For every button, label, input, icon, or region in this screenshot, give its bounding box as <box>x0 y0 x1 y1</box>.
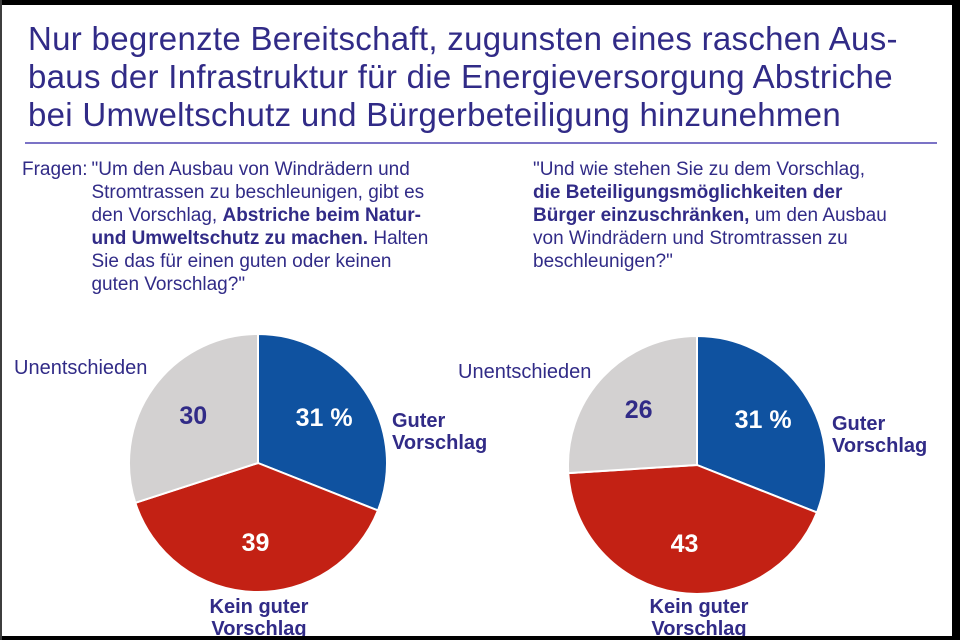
pie-value-label: 39 <box>242 529 270 557</box>
question-segment: "Um den Ausbau von Windrädern und Stromt… <box>91 159 425 226</box>
pie-slice <box>567 464 818 595</box>
page-title: Nur begrenzte Bereitschaft, zugunsten ei… <box>28 20 898 133</box>
pie-value-label: 43 <box>671 530 699 558</box>
question-segment-bold: die Beteiligungsmöglichkeiten der Bürger… <box>533 182 843 226</box>
pie-slice <box>696 335 827 514</box>
border-left <box>0 0 2 640</box>
question-right: "Und wie stehen Sie zu dem Vorschlag, di… <box>533 158 915 273</box>
question-segment: Halten Sie das für einen guten oder kein… <box>91 228 429 295</box>
pie-value-label: 31 % <box>296 404 353 432</box>
border-right <box>952 0 960 640</box>
question-left-text: "Um den Ausbau von Windrädern und Stromt… <box>91 158 469 296</box>
question-left: Fragen: "Um den Ausbau von Windrädern un… <box>22 158 469 296</box>
pie-slice <box>257 333 388 512</box>
slice-label-guter-vorschlag-left: Guter Vorschlag <box>392 410 488 454</box>
border-bottom <box>0 636 960 640</box>
pie-value-label: 26 <box>625 396 653 424</box>
slice-label-unentschieden-right: Unentschieden <box>458 361 592 383</box>
pie-slice <box>134 462 379 593</box>
pie-chart-right: 31 % 43 26 <box>567 335 827 595</box>
slice-label-kein-guter-vorschlag-left: Kein guter Vorschlag <box>209 596 309 640</box>
question-right-text: "Und wie stehen Sie zu dem Vorschlag, di… <box>533 158 915 273</box>
question-segment: "Und wie stehen Sie zu dem Vorschlag, <box>533 159 866 180</box>
border-top <box>0 0 960 5</box>
pie-chart-left: 31 % 39 30 <box>128 333 388 593</box>
questions-prefix-label: Fragen: <box>22 159 88 180</box>
pie-slice <box>128 333 259 504</box>
slice-label-guter-vorschlag-right: Guter Vorschlag <box>832 413 928 457</box>
question-segment: um den Ausbau von Windrädern und Stromtr… <box>533 205 887 272</box>
title-divider <box>25 142 937 144</box>
slice-label-unentschieden-left: Unentschieden <box>14 357 148 379</box>
pie-value-label: 31 % <box>735 406 792 434</box>
pie-value-label: 30 <box>179 402 207 430</box>
pie-slice <box>567 335 698 475</box>
question-segment-bold: Abstriche beim Natur- und Umweltschutz z… <box>91 205 421 249</box>
slice-label-kein-guter-vorschlag-right: Kein guter Vorschlag <box>649 596 749 640</box>
